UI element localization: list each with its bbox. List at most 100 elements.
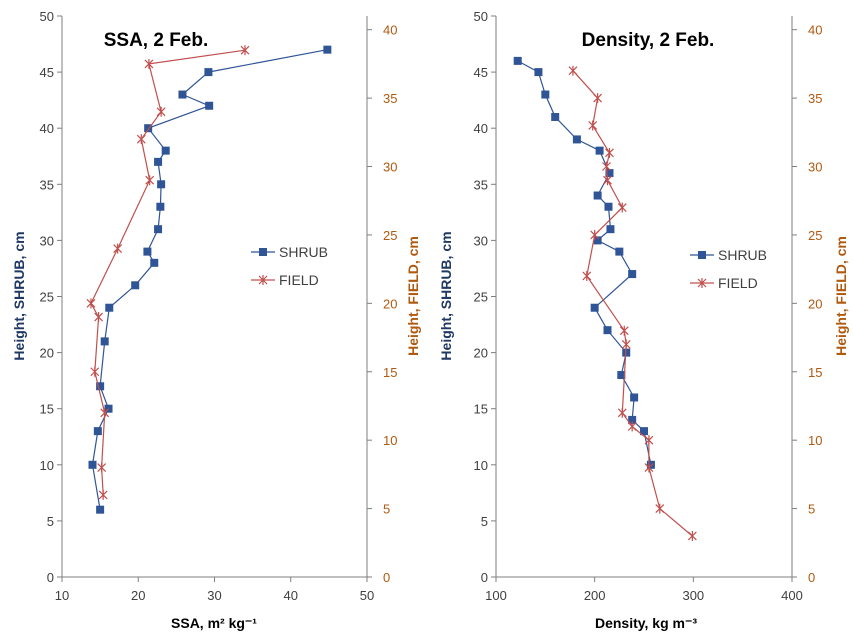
- ssa-legend-field-marker: [258, 275, 268, 285]
- ssa-right-y-tick-label: 15: [383, 365, 397, 380]
- density-legend-shrub-label: SHRUB: [718, 247, 767, 263]
- density-series-layer: [513, 56, 697, 541]
- ssa-shrub-point: [156, 202, 165, 211]
- ssa-right-y-tick-label: 40: [383, 23, 397, 38]
- density-left-y-tick-label: 0: [481, 570, 488, 585]
- ssa-x-tick-label: 10: [55, 588, 69, 603]
- ssa-x-tick-label: 30: [207, 588, 221, 603]
- ssa-field-point: [90, 366, 100, 377]
- density-field-point: [644, 435, 654, 446]
- density-x-tick-label: 200: [584, 588, 606, 603]
- density-field-point: [593, 93, 603, 104]
- ssa-shrub-point: [88, 460, 97, 469]
- ssa-shrub-point: [178, 90, 187, 99]
- ssa-shrub-point: [157, 180, 166, 189]
- density-x-tick-label: 100: [485, 588, 507, 603]
- ssa-left-y-tick-label: 50: [40, 9, 54, 24]
- ssa-field-point: [113, 243, 123, 254]
- ssa-field-point: [94, 312, 104, 323]
- ssa-left-y-tick-label: 40: [40, 121, 54, 136]
- ssa-x-axis-label: SSA, m² kg⁻¹: [171, 615, 257, 631]
- ssa-shrub-point: [154, 225, 163, 234]
- ssa-chart-panel: 10 20 30 40 50 0 5 10 15 20 25 30 35 40 45 50 0 5 10 15 20…: [11, 9, 421, 631]
- ssa-left-y-axis-label: Height, SHRUB, cm: [11, 231, 27, 360]
- ssa-right-y-axis-label: Height, FIELD, cm: [405, 236, 421, 356]
- ssa-series-layer: [86, 45, 332, 514]
- density-shrub-point: [604, 202, 613, 211]
- ssa-right-y-tick-label: 35: [383, 91, 397, 106]
- ssa-field-point: [100, 407, 110, 418]
- density-right-y-tick-label: 20: [808, 296, 822, 311]
- density-right-y-tick-label: 5: [808, 502, 815, 517]
- density-shrub-point: [640, 427, 648, 436]
- density-right-y-ticks: 0 5 10 15 20 25 30 35 40: [792, 23, 822, 585]
- density-field-point: [590, 229, 600, 240]
- density-right-y-tick-label: 40: [808, 23, 822, 38]
- density-field-point: [621, 339, 631, 350]
- ssa-right-y-tick-label: 20: [383, 296, 397, 311]
- ssa-right-y-tick-label: 5: [383, 502, 390, 517]
- density-shrub-point: [590, 303, 599, 312]
- density-shrub-point: [605, 169, 614, 178]
- ssa-left-y-tick-label: 0: [47, 570, 54, 585]
- ssa-shrub-point: [105, 303, 114, 312]
- ssa-shrub-point: [96, 382, 105, 391]
- density-shrub-point: [541, 90, 550, 99]
- density-x-ticks: 100 200 300 400: [485, 577, 803, 603]
- ssa-left-y-tick-label: 25: [40, 290, 54, 305]
- density-left-y-tick-label: 20: [474, 346, 488, 361]
- ssa-field-point: [240, 45, 250, 56]
- ssa-left-y-tick-label: 15: [40, 402, 54, 417]
- ssa-left-y-tick-label: 5: [47, 514, 54, 529]
- ssa-field-point: [156, 106, 166, 117]
- ssa-x-ticks: 10 20 30 40 50: [55, 577, 374, 603]
- density-left-y-tick-label: 45: [474, 65, 488, 80]
- ssa-field-point: [136, 134, 146, 145]
- density-left-y-tick-label: 25: [474, 290, 488, 305]
- density-field-point: [617, 202, 627, 213]
- density-right-y-tick-label: 25: [808, 228, 822, 243]
- density-shrub-point: [572, 135, 581, 144]
- density-legend: SHRUB FIELD: [690, 247, 767, 291]
- ssa-shrub-point: [131, 281, 140, 290]
- density-field-point: [603, 175, 612, 186]
- density-field-point: [655, 503, 665, 514]
- ssa-shrub-point: [154, 157, 163, 166]
- ssa-left-y-tick-label: 20: [40, 346, 54, 361]
- ssa-shrub-point: [323, 45, 332, 54]
- ssa-field-point: [86, 298, 96, 309]
- density-left-y-tick-label: 15: [474, 402, 488, 417]
- density-chart-title: Density, 2 Feb.: [582, 30, 715, 51]
- ssa-legend-field-label: FIELD: [279, 272, 319, 288]
- density-field-point: [619, 325, 629, 336]
- ssa-field-point: [144, 58, 154, 69]
- density-field-point: [687, 530, 697, 541]
- density-chart-panel: 100 200 300 400 0 5 10 15 20 25 30 35 40 45 50 0 5 10 15…: [438, 9, 849, 631]
- density-field-point: [617, 407, 627, 418]
- density-shrub-point: [603, 326, 612, 335]
- density-right-y-tick-label: 0: [808, 570, 815, 585]
- ssa-field-point: [98, 489, 108, 500]
- density-field-point: [568, 65, 578, 76]
- density-shrub-point: [606, 225, 615, 234]
- ssa-x-tick-label: 20: [131, 588, 145, 603]
- density-left-y-tick-label: 35: [474, 177, 488, 192]
- density-right-y-tick-label: 30: [808, 160, 822, 175]
- density-field-point: [588, 120, 598, 131]
- density-right-y-tick-label: 15: [808, 365, 822, 380]
- density-legend-shrub-marker: [698, 251, 706, 259]
- ssa-field-point: [145, 175, 155, 186]
- density-left-y-tick-label: 50: [474, 9, 488, 24]
- density-right-y-axis-label: Height, FIELD, cm: [833, 236, 849, 356]
- density-shrub-point: [628, 270, 637, 279]
- density-shrub-point: [551, 112, 560, 121]
- ssa-field-point: [97, 462, 107, 473]
- density-shrub-point: [628, 415, 637, 424]
- density-shrub-point: [615, 247, 624, 256]
- ssa-shrub-point: [205, 101, 214, 110]
- density-shrub-point: [593, 191, 602, 200]
- density-shrub-point: [595, 146, 604, 155]
- ssa-shrub-point: [150, 258, 159, 267]
- density-x-axis-label: Density, kg m⁻³: [595, 615, 697, 631]
